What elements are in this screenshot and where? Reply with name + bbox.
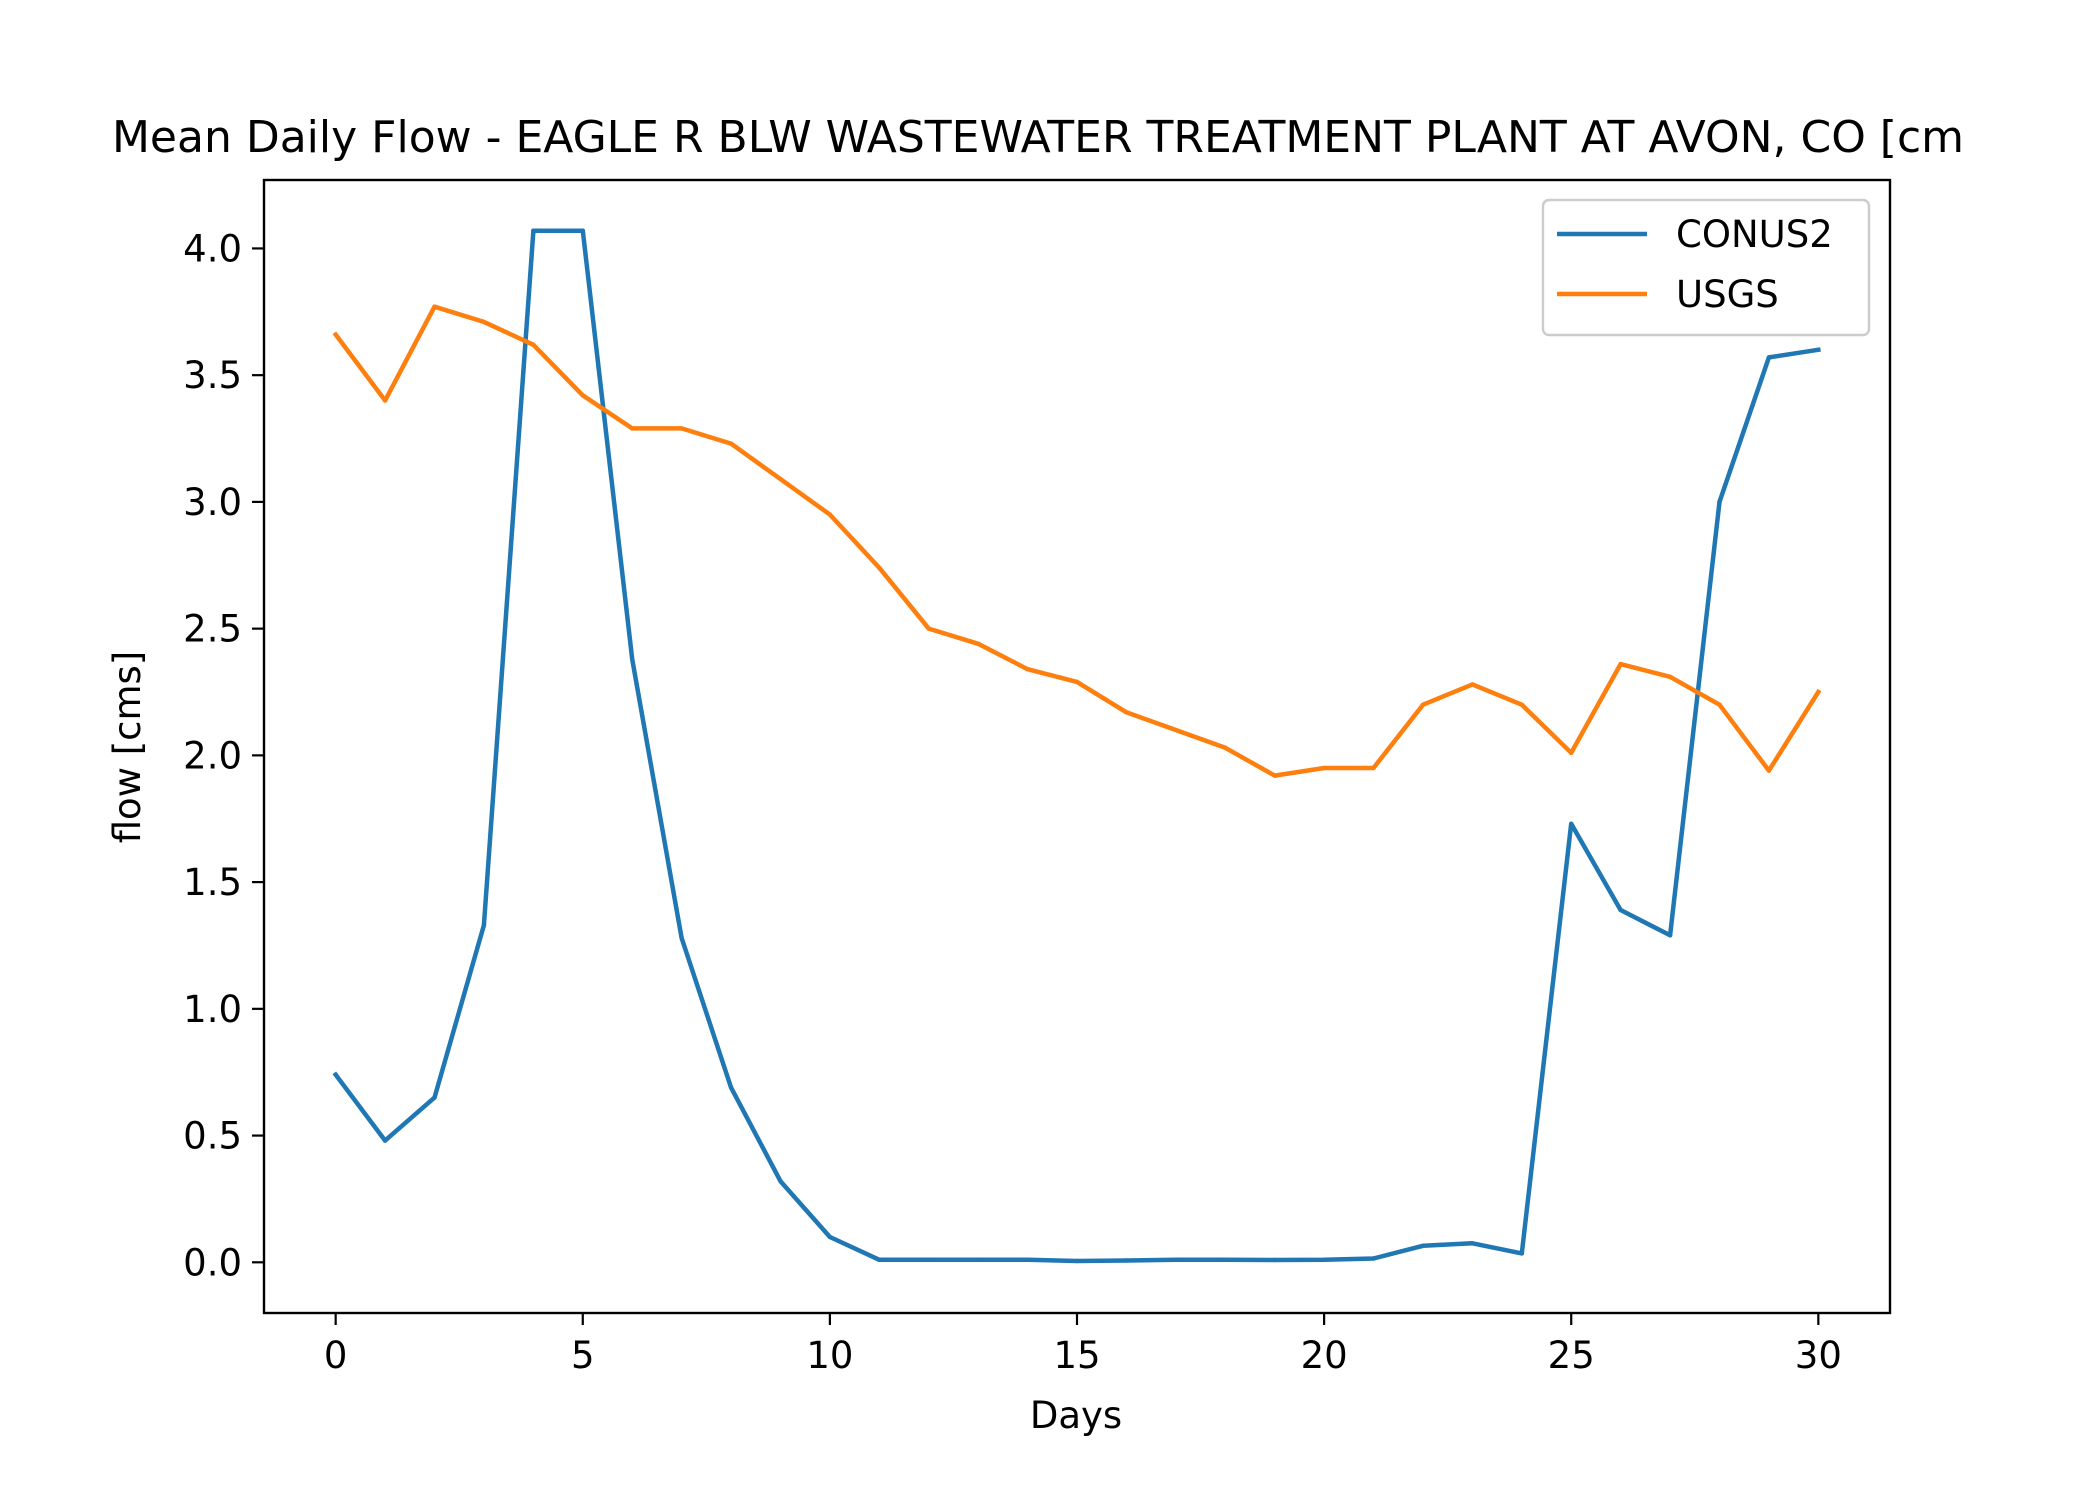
- series-points-conus2: [333, 228, 1821, 1264]
- data-point-conus2-14: [1025, 1257, 1030, 1263]
- data-point-conus2-3: [481, 923, 487, 928]
- data-point-usgs-14: [1025, 667, 1030, 672]
- data-point-conus2-10: [827, 1234, 833, 1240]
- x-tick-label: 5: [571, 1334, 595, 1377]
- data-point-usgs-12: [926, 626, 931, 631]
- data-point-conus2-1: [382, 1138, 388, 1143]
- data-point-usgs-19: [1272, 773, 1277, 778]
- data-point-conus2-11: [877, 1257, 882, 1263]
- x-tick-label: 10: [806, 1334, 853, 1377]
- data-point-conus2-26: [1618, 907, 1623, 913]
- plot-frame: [262, 178, 1892, 1315]
- data-point-conus2-29: [1766, 355, 1772, 360]
- data-point-usgs-25: [1569, 750, 1574, 755]
- data-point-conus2-19: [1272, 1257, 1277, 1263]
- data-point-usgs-17: [1173, 727, 1179, 733]
- legend-label-usgs: USGS: [1676, 273, 1779, 316]
- data-point-conus2-17: [1173, 1257, 1179, 1263]
- data-point-usgs-18: [1223, 745, 1228, 750]
- data-point-usgs-8: [728, 441, 734, 446]
- data-point-usgs-9: [778, 476, 783, 482]
- y-tick-label: 3.0: [183, 481, 242, 524]
- y-tick-label: 1.5: [183, 861, 242, 904]
- data-point-conus2-12: [926, 1257, 931, 1263]
- data-point-usgs-26: [1618, 661, 1623, 667]
- data-point-usgs-27: [1667, 674, 1673, 679]
- plot-content: [332, 228, 1822, 1264]
- y-tick-label: 4.0: [183, 227, 242, 270]
- x-axis-label: Days: [1030, 1394, 1122, 1437]
- data-point-conus2-18: [1223, 1257, 1228, 1263]
- data-point-conus2-0: [333, 1072, 338, 1077]
- data-point-usgs-16: [1124, 710, 1129, 715]
- y-tick-label: 2.0: [183, 734, 242, 777]
- data-point-conus2-20: [1321, 1257, 1327, 1263]
- y-tick-label: 1.0: [183, 988, 242, 1031]
- data-point-conus2-24: [1519, 1251, 1525, 1256]
- data-point-conus2-25: [1569, 821, 1574, 826]
- data-point-usgs-11: [877, 565, 882, 570]
- data-point-conus2-15: [1074, 1258, 1080, 1264]
- y-tick-label: 2.5: [183, 608, 242, 651]
- data-point-usgs-21: [1371, 765, 1376, 771]
- x-tick-label: 0: [324, 1334, 348, 1377]
- data-point-usgs-1: [382, 398, 388, 403]
- data-point-conus2-8: [728, 1085, 734, 1090]
- x-tick-label: 15: [1053, 1334, 1100, 1377]
- data-point-conus2-9: [778, 1179, 783, 1184]
- data-point-usgs-2: [432, 304, 437, 309]
- chart-title: Mean Daily Flow - EAGLE R BLW WASTEWATER…: [112, 112, 1964, 163]
- legend-label-conus2: CONUS2: [1676, 213, 1833, 256]
- y-tick-label: 0.5: [183, 1115, 242, 1158]
- y-tick-label: 0.0: [183, 1241, 242, 1284]
- data-point-conus2-28: [1717, 499, 1722, 505]
- series-points-usgs: [333, 304, 1821, 778]
- y-tick-label: 3.5: [183, 354, 242, 397]
- data-point-usgs-22: [1420, 702, 1426, 707]
- y-axis: 0.0 0.5 1.0 1.5 2.0 2.5 3.0 3.5 4.0: [183, 227, 264, 1284]
- data-point-conus2-21: [1371, 1256, 1376, 1261]
- series-line-usgs: [332, 304, 1822, 778]
- data-point-usgs-20: [1321, 765, 1327, 771]
- data-point-usgs-29: [1766, 768, 1772, 773]
- data-point-usgs-28: [1717, 702, 1722, 707]
- data-point-conus2-7: [679, 935, 684, 941]
- x-tick-label: 30: [1795, 1334, 1842, 1377]
- data-point-usgs-4: [531, 342, 536, 347]
- data-point-conus2-16: [1124, 1258, 1129, 1263]
- data-point-conus2-6: [630, 656, 635, 662]
- data-point-usgs-3: [481, 319, 487, 325]
- x-tick-label: 20: [1301, 1334, 1348, 1377]
- x-axis: 0 5 10 15 20 25 30: [324, 1313, 1842, 1377]
- data-point-conus2-2: [432, 1095, 437, 1100]
- data-point-conus2-23: [1470, 1241, 1475, 1246]
- data-point-usgs-30: [1816, 689, 1821, 695]
- x-tick-label: 25: [1548, 1334, 1595, 1377]
- data-point-usgs-24: [1519, 702, 1525, 707]
- y-axis-label: flow [cms]: [106, 651, 149, 844]
- data-point-conus2-22: [1420, 1243, 1426, 1249]
- data-point-usgs-10: [827, 512, 833, 517]
- data-point-conus2-5: [580, 228, 585, 233]
- data-point-usgs-6: [630, 426, 635, 431]
- data-point-usgs-13: [976, 641, 981, 646]
- data-point-conus2-13: [976, 1257, 981, 1263]
- data-point-usgs-15: [1074, 679, 1080, 685]
- series-line-conus2: [332, 228, 1821, 1264]
- legend: CONUS2 USGS: [1541, 198, 1871, 337]
- data-point-conus2-4: [531, 228, 536, 233]
- data-point-conus2-30: [1816, 347, 1821, 352]
- data-point-usgs-23: [1470, 682, 1475, 687]
- data-point-usgs-5: [580, 393, 585, 398]
- data-point-usgs-0: [333, 332, 338, 337]
- data-point-conus2-27: [1667, 933, 1673, 938]
- data-point-usgs-7: [679, 426, 684, 431]
